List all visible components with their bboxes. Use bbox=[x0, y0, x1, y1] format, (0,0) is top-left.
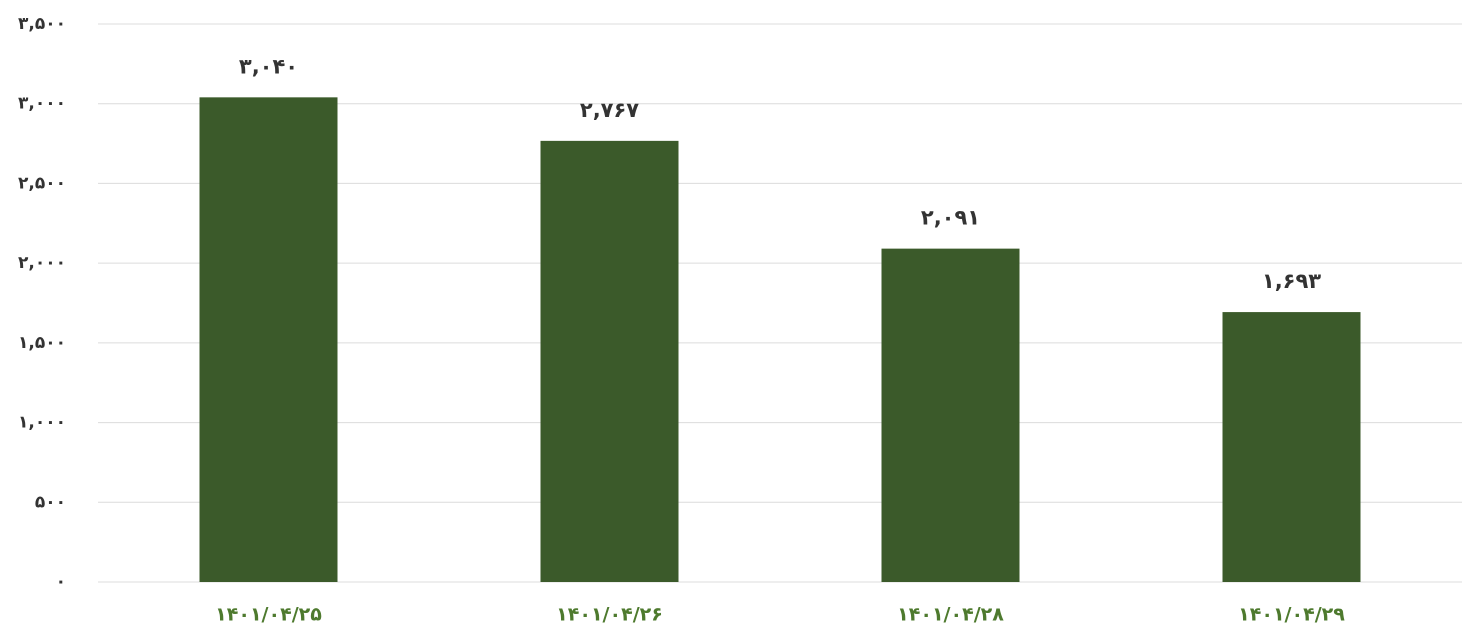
x-tick-label: ۱۴۰۱/۰۴/۲۶ bbox=[556, 604, 663, 626]
bar bbox=[1222, 312, 1361, 582]
x-tick-label: ۱۴۰۱/۰۴/۲۹ bbox=[1238, 604, 1345, 626]
y-tick-label: ۳,۵۰۰ bbox=[18, 14, 66, 34]
y-tick-label: ۵۰۰ bbox=[35, 492, 66, 512]
bar bbox=[540, 140, 679, 582]
y-tick-label: ۲,۵۰۰ bbox=[18, 173, 66, 193]
data-label: ۱,۶۹۳ bbox=[1262, 269, 1321, 293]
bar bbox=[881, 248, 1020, 582]
bar bbox=[199, 97, 338, 582]
x-tick-label: ۱۴۰۱/۰۴/۲۸ bbox=[897, 604, 1004, 626]
data-label: ۲,۰۹۱ bbox=[921, 206, 980, 230]
data-label: ۲,۷۶۷ bbox=[580, 98, 639, 122]
y-tick-label: ۳,۰۰۰ bbox=[18, 94, 66, 114]
y-tick-label: ۰ bbox=[56, 572, 66, 592]
data-label: ۳,۰۴۰ bbox=[239, 54, 298, 78]
y-tick-label: ۱,۵۰۰ bbox=[18, 333, 66, 353]
x-tick-label: ۱۴۰۱/۰۴/۲۵ bbox=[215, 604, 322, 626]
y-tick-label: ۱,۰۰۰ bbox=[18, 413, 66, 433]
y-tick-label: ۲,۰۰۰ bbox=[18, 253, 66, 273]
